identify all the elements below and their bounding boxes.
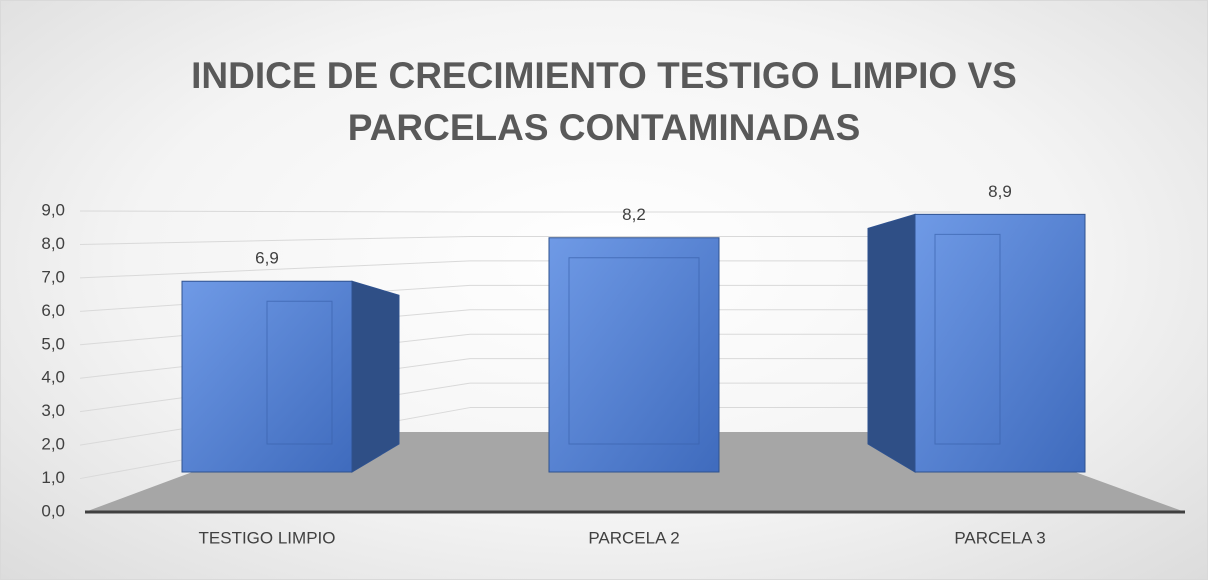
y-tick-label: 0,0: [41, 501, 65, 520]
grid-line: [79, 260, 471, 279]
y-tick-label: 3,0: [41, 401, 65, 420]
y-tick-label: 9,0: [41, 200, 65, 219]
x-tick-label: PARCELA 3: [954, 528, 1045, 547]
bar-side: [867, 213, 916, 473]
grid-line: [79, 210, 471, 213]
grid-line: [79, 235, 471, 245]
y-tick-label: 7,0: [41, 267, 65, 286]
y-tick-label: 1,0: [41, 468, 65, 487]
bar: [548, 237, 720, 473]
chart-title: INDICE DE CRECIMIENTO TESTIGO LIMPIO VS …: [191, 55, 1017, 148]
bar-edges: [266, 300, 333, 445]
bar-edges: [568, 257, 700, 445]
x-tick-label: TESTIGO LIMPIO: [199, 528, 336, 547]
x-tick-label: PARCELA 2: [588, 528, 679, 547]
bar-edges: [934, 233, 1001, 445]
data-label: 8,9: [988, 182, 1012, 201]
bar-side: [351, 280, 400, 473]
data-label: 6,9: [255, 249, 279, 268]
y-tick-label: 4,0: [41, 368, 65, 387]
y-tick-label: 2,0: [41, 435, 65, 454]
data-label: 8,2: [622, 205, 646, 224]
y-tick-label: 5,0: [41, 334, 65, 353]
y-tick-label: 6,0: [41, 301, 65, 320]
y-tick-label: 8,0: [41, 234, 65, 253]
